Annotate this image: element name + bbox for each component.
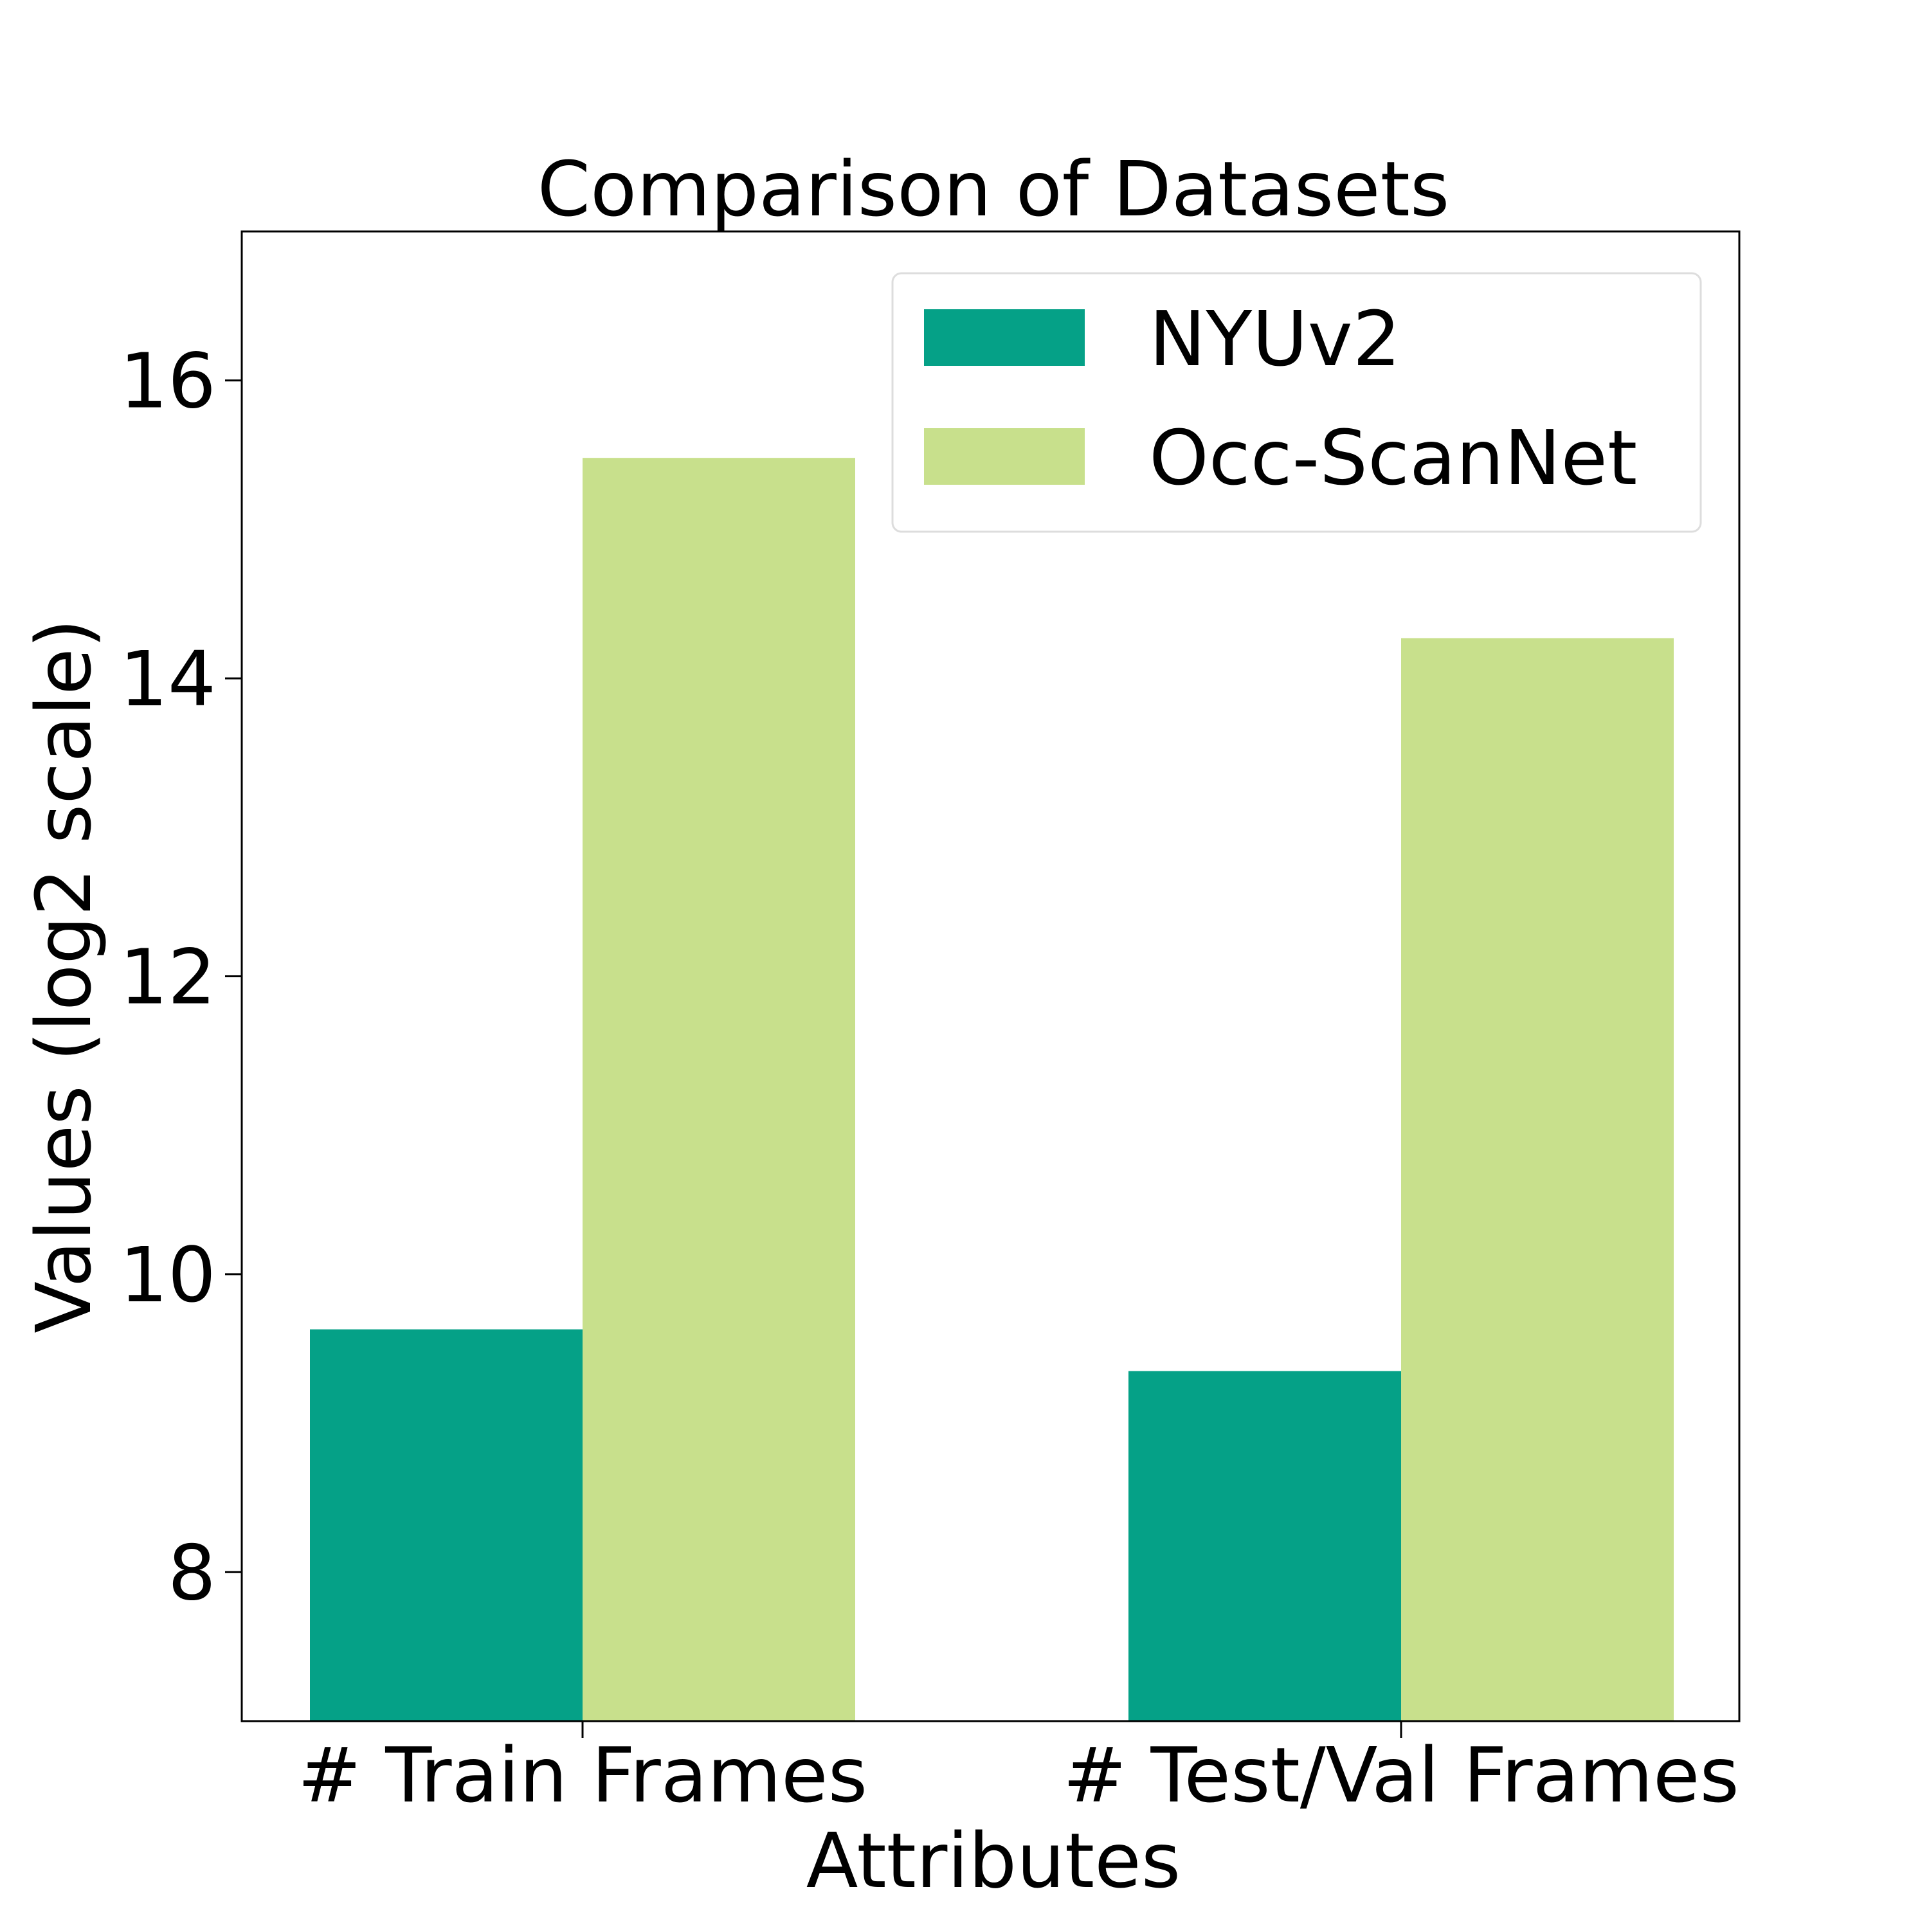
legend-swatch-nyuv2 (924, 309, 1085, 366)
x-axis: # Train Frames # Test/Val Frames (298, 1721, 1739, 1819)
chart-title: Comparison of Datasets (538, 145, 1450, 233)
bar-occ-scannet-test-val-frames (1401, 638, 1674, 1721)
bar-nyuv2-test-val-frames (1128, 1371, 1401, 1721)
bar-occ-scannet-train-frames (583, 458, 855, 1721)
legend-swatch-occ-scannet (924, 428, 1085, 485)
legend-label-nyuv2: NYUv2 (1149, 294, 1401, 383)
y-axis: 8 10 12 14 16 (120, 337, 242, 1617)
y-tick-label-14: 14 (120, 635, 216, 723)
y-tick-label-10: 10 (120, 1231, 216, 1319)
y-tick-label-12: 12 (120, 933, 216, 1022)
y-tick-label-16: 16 (120, 337, 216, 426)
y-axis-label: Values (log2 scale) (19, 618, 108, 1333)
plot-area (310, 458, 1674, 1721)
y-tick-label-8: 8 (168, 1528, 216, 1617)
legend-label-occ-scannet: Occ-ScanNet (1149, 413, 1637, 502)
x-tick-label-train-frames: # Train Frames (298, 1731, 867, 1819)
legend-box (891, 272, 1702, 533)
x-tick-label-test-val-frames: # Test/Val Frames (1063, 1731, 1739, 1819)
x-axis-label: Attributes (806, 1816, 1181, 1905)
bar-nyuv2-train-frames (310, 1329, 583, 1721)
legend: NYUv2 Occ-ScanNet (891, 272, 1702, 533)
